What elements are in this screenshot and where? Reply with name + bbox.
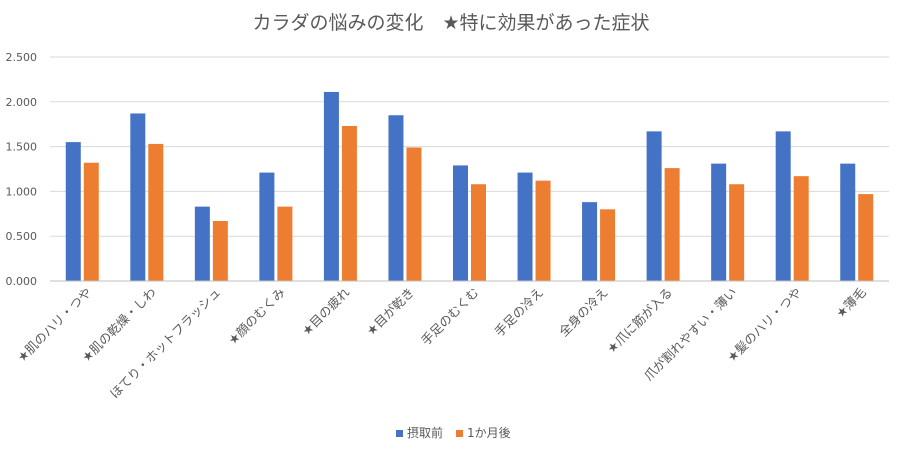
bar-after: [341, 125, 357, 281]
x-category-label: ★目が乾き: [363, 285, 417, 339]
legend-label-after: 1か月後: [467, 426, 511, 440]
bar-after: [148, 143, 164, 281]
x-category-label: ほてり・ホットフラッシュ: [107, 285, 224, 402]
bar-before: [711, 163, 727, 281]
y-tick-label: 1.500: [6, 141, 38, 154]
bar-before: [130, 113, 146, 281]
bars: [65, 91, 874, 282]
bar-after: [83, 162, 99, 281]
bar-before: [388, 115, 404, 282]
x-category-label: ★薄毛: [833, 284, 870, 321]
y-tick-label: 0.000: [6, 275, 38, 288]
y-axis-ticks: 0.000 0.500 1.000 1.500 2.000 2.500: [6, 51, 38, 288]
bar-before: [582, 202, 598, 281]
legend-swatch-after: [456, 430, 463, 437]
bar-after: [277, 206, 293, 281]
legend: 摂取前 1か月後: [396, 425, 511, 440]
y-tick-label: 1.000: [6, 185, 38, 198]
bar-before: [646, 131, 662, 281]
y-tick-label: 0.500: [6, 230, 38, 243]
bar-after: [858, 194, 874, 281]
gridlines: [50, 56, 889, 237]
bar-before: [840, 163, 856, 281]
bar-after: [535, 180, 551, 281]
y-tick-label: 2.000: [6, 96, 38, 109]
bar-before: [194, 206, 210, 281]
bar-after: [664, 168, 680, 281]
bar-before: [259, 172, 275, 281]
bar-after: [471, 184, 486, 281]
x-category-label: ★顔のむくみ: [225, 285, 288, 348]
bar-before: [323, 91, 339, 281]
bar-before: [65, 142, 81, 281]
bar-after: [600, 209, 616, 281]
x-category-label: 全身の冷え: [556, 285, 611, 340]
bar-before: [453, 165, 468, 281]
bar-before: [517, 172, 533, 281]
x-category-label: ★目の疲れ: [299, 284, 353, 338]
x-category-label: 手足のむくむ: [418, 285, 482, 349]
x-category-label: ★爪に筋が入る: [604, 285, 676, 357]
bar-before: [775, 131, 791, 281]
legend-label-before: 摂取前: [407, 425, 443, 440]
y-tick-label: 2.500: [6, 51, 38, 64]
chart-title: カラダの悩みの変化 ★特に効果があった症状: [252, 12, 649, 34]
bar-after: [406, 147, 422, 281]
bar-after: [729, 184, 745, 281]
bar-after: [212, 220, 228, 281]
x-category-label: 手足の冷え: [491, 285, 546, 340]
bar-after: [793, 176, 809, 281]
legend-swatch-before: [396, 430, 403, 437]
